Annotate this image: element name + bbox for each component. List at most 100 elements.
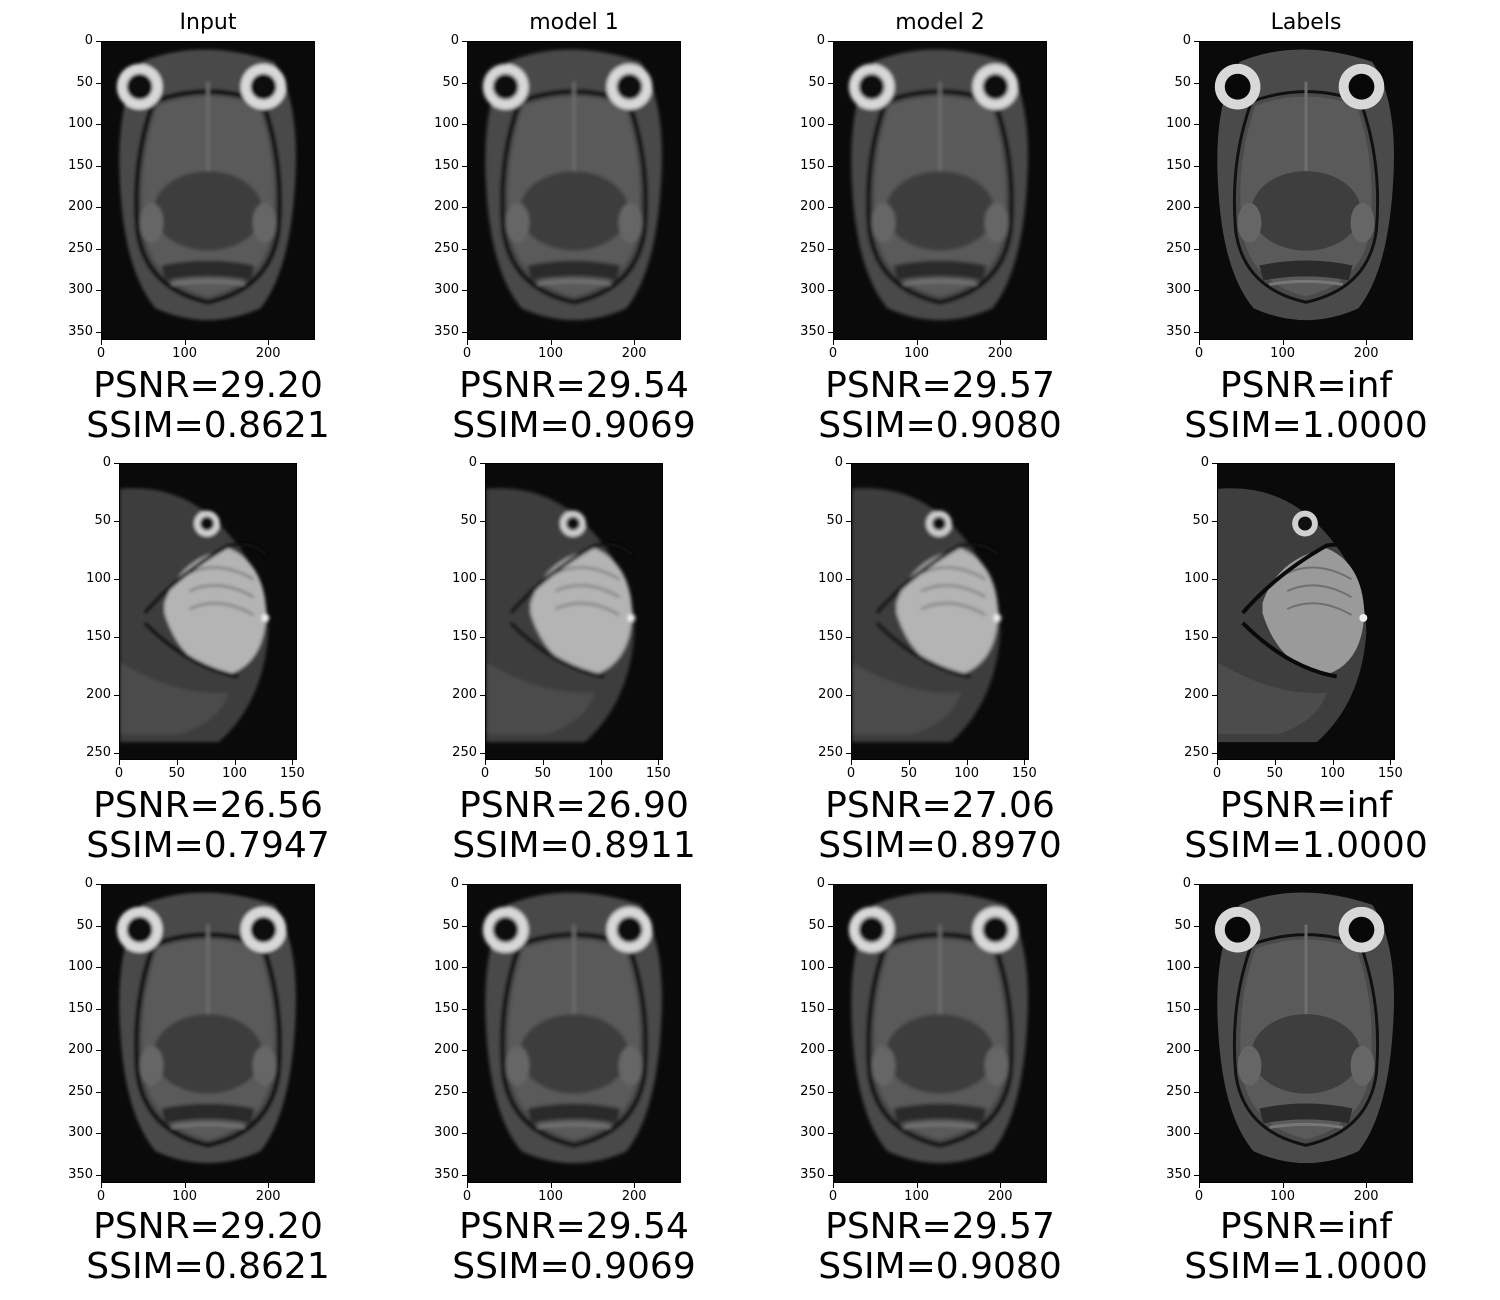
axial-brain-scan bbox=[1214, 49, 1394, 321]
metric-caption: PSNR=29.20 SSIM=0.8621 bbox=[58, 1207, 358, 1287]
y-tick-mark bbox=[828, 884, 833, 885]
x-tick-mark bbox=[467, 340, 468, 345]
x-tick-mark bbox=[292, 760, 294, 765]
y-tick-label: 200 bbox=[818, 687, 843, 703]
y-tick-mark bbox=[828, 248, 833, 250]
x-tick-label: 100 bbox=[538, 346, 563, 361]
x-tick-mark bbox=[600, 760, 602, 765]
x-tick-mark bbox=[1332, 760, 1334, 765]
x-tick-label: 200 bbox=[621, 346, 647, 361]
ssim-value: SSIM=0.8970 bbox=[818, 825, 1062, 866]
y-tick-mark bbox=[114, 637, 119, 639]
y-tick-mark bbox=[114, 463, 119, 464]
axial-brain-scan bbox=[848, 49, 1028, 321]
x-tick-mark bbox=[1282, 1183, 1284, 1188]
y-tick-mark bbox=[828, 1091, 833, 1093]
y-tick-label: 100 bbox=[818, 571, 843, 587]
metric-caption: PSNR=26.90 SSIM=0.8911 bbox=[424, 786, 724, 866]
x-tick-label: 100 bbox=[588, 766, 613, 781]
image-panel-r0-c2 bbox=[833, 41, 1047, 340]
x-tick-label: 150 bbox=[279, 766, 305, 781]
x-tick-mark bbox=[268, 340, 270, 345]
y-tick-mark bbox=[1194, 165, 1199, 167]
metric-caption: PSNR=29.54 SSIM=0.9069 bbox=[424, 1207, 724, 1287]
psnr-value: PSNR=29.57 bbox=[825, 365, 1055, 406]
x-tick-mark bbox=[184, 1183, 186, 1188]
ssim-value: SSIM=1.0000 bbox=[1184, 825, 1428, 866]
x-tick-label: 200 bbox=[255, 1189, 281, 1204]
x-tick-label: 150 bbox=[1377, 766, 1403, 781]
y-tick-label: 150 bbox=[86, 629, 111, 645]
image-panel-r2-c3 bbox=[1199, 884, 1413, 1183]
y-tick-label: 200 bbox=[800, 1042, 825, 1058]
axial-brain-scan bbox=[848, 892, 1028, 1164]
x-tick-mark bbox=[550, 1183, 552, 1188]
sagittal-brain-scan bbox=[1218, 488, 1368, 743]
y-tick-mark bbox=[828, 207, 833, 209]
y-tick-label: 0 bbox=[816, 876, 825, 891]
y-tick-label: 300 bbox=[1166, 1125, 1191, 1141]
y-tick-label: 0 bbox=[1182, 876, 1191, 891]
y-tick-mark bbox=[96, 884, 101, 885]
x-tick-label: 0 bbox=[462, 346, 472, 361]
y-tick-label: 100 bbox=[800, 959, 825, 975]
y-tick-label: 250 bbox=[1166, 1083, 1191, 1099]
sagittal-brain-scan bbox=[120, 488, 270, 743]
x-tick-label: 50 bbox=[534, 766, 552, 781]
y-tick-mark bbox=[96, 925, 101, 927]
y-tick-mark bbox=[96, 165, 101, 167]
y-tick-label: 250 bbox=[800, 240, 825, 256]
x-tick-mark bbox=[833, 1183, 834, 1188]
y-tick-label: 100 bbox=[68, 959, 93, 975]
y-tick-mark bbox=[462, 207, 467, 209]
x-tick-mark bbox=[176, 760, 178, 765]
y-tick-label: 100 bbox=[68, 116, 93, 132]
ssim-value: SSIM=0.8621 bbox=[86, 1246, 330, 1287]
y-tick-label: 300 bbox=[434, 282, 459, 298]
x-tick-mark bbox=[1282, 340, 1284, 345]
psnr-value: PSNR=29.20 bbox=[93, 1206, 323, 1247]
column-title-1: model 1 bbox=[529, 10, 619, 35]
image-panel-r1-c0 bbox=[119, 463, 297, 760]
y-tick-mark bbox=[462, 331, 467, 333]
y-tick-mark bbox=[480, 579, 485, 581]
y-tick-label: 200 bbox=[1184, 687, 1209, 703]
column-title-3: Labels bbox=[1270, 10, 1342, 35]
x-tick-label: 0 bbox=[1212, 766, 1222, 781]
y-tick-mark bbox=[1194, 1050, 1199, 1052]
y-tick-mark bbox=[828, 290, 833, 292]
y-tick-label: 100 bbox=[800, 116, 825, 132]
x-tick-mark bbox=[1199, 1183, 1200, 1188]
y-tick-label: 200 bbox=[1166, 199, 1191, 215]
x-tick-mark bbox=[1366, 1183, 1368, 1188]
x-tick-label: 100 bbox=[222, 766, 247, 781]
x-tick-mark bbox=[833, 340, 834, 345]
x-tick-mark bbox=[1366, 340, 1368, 345]
psnr-value: PSNR=29.57 bbox=[825, 1206, 1055, 1247]
y-tick-label: 100 bbox=[1184, 571, 1209, 587]
x-tick-label: 100 bbox=[1270, 1189, 1295, 1204]
y-tick-mark bbox=[96, 82, 101, 84]
y-tick-mark bbox=[480, 695, 485, 697]
y-tick-mark bbox=[1194, 884, 1199, 885]
x-tick-label: 100 bbox=[538, 1189, 563, 1204]
x-tick-label: 50 bbox=[168, 766, 186, 781]
x-tick-mark bbox=[1024, 760, 1026, 765]
y-tick-label: 50 bbox=[442, 74, 459, 90]
image-panel-r2-c2 bbox=[833, 884, 1047, 1183]
x-tick-label: 0 bbox=[114, 766, 124, 781]
axial-brain-scan bbox=[482, 49, 662, 321]
y-tick-mark bbox=[828, 124, 833, 126]
y-tick-label: 50 bbox=[460, 513, 477, 528]
y-tick-mark bbox=[462, 165, 467, 167]
x-tick-label: 200 bbox=[987, 1189, 1013, 1204]
y-tick-label: 0 bbox=[468, 455, 477, 470]
y-tick-label: 100 bbox=[452, 571, 477, 587]
y-tick-label: 0 bbox=[834, 455, 843, 470]
x-tick-mark bbox=[634, 340, 636, 345]
y-tick-mark bbox=[1194, 331, 1199, 333]
y-tick-label: 150 bbox=[452, 629, 477, 645]
x-tick-label: 200 bbox=[1353, 346, 1379, 361]
y-tick-mark bbox=[1194, 207, 1199, 209]
y-tick-label: 300 bbox=[68, 1125, 93, 1141]
